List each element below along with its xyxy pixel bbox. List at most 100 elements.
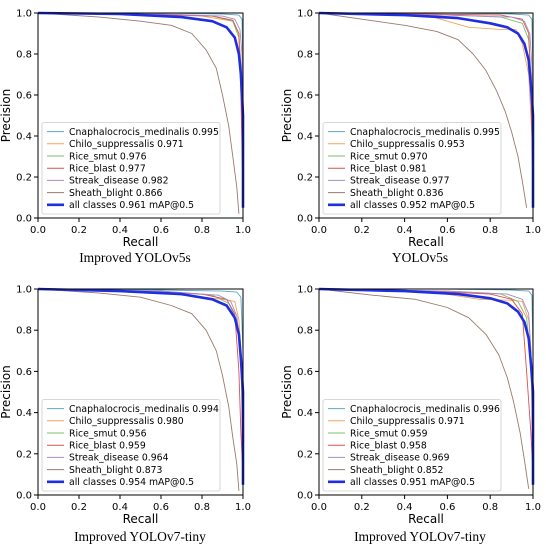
legend-entry: Streak_disease 0.969 [350,453,450,464]
legend-entry: Chilo_suppressalis 0.971 [69,139,184,150]
y-tick-label: 0.2 [16,449,32,460]
legend-box [41,399,221,492]
legend-entry: Rice_smut 0.956 [69,428,147,439]
x-tick-label: 0.2 [354,225,370,236]
legend-entry: Rice_blast 0.977 [69,164,146,175]
y-tick-label: 1.0 [16,9,32,20]
x-tick-label: 0.4 [397,502,413,513]
x-tick-label: 0.6 [153,225,169,236]
x-tick-label: 0.2 [354,502,370,513]
x-axis-label: Recall [123,235,159,249]
legend-box [322,399,502,492]
y-tick-label: 0.2 [16,173,32,184]
y-tick-label: 0.4 [297,132,313,143]
y-axis-label: Precision [0,365,13,419]
y-tick-label: 0.8 [297,50,313,61]
legend-entry: Rice_smut 0.970 [350,151,428,162]
x-tick-label: 0.0 [30,502,46,513]
panel-caption: Improved YOLOv5s [79,250,191,265]
y-tick-label: 0.8 [16,50,32,61]
y-axis-label: Precision [280,89,294,143]
panel-caption: Improved YOLOv7-tiny [74,529,206,544]
x-tick-label: 0.2 [71,225,87,236]
legend-entry: Cnaphalocrocis_medinalis 0.994 [69,404,219,415]
plot-frame [37,288,244,496]
series-line-all-classes [37,287,245,485]
legend-box [41,122,221,215]
x-tick-label: 1.0 [235,502,251,513]
legend-entry: Rice_blast 0.958 [350,441,427,452]
x-tick-label: 0.6 [153,502,169,513]
series-line-5 [37,12,244,178]
legend-box [322,122,502,215]
legend-entry: Streak_disease 0.964 [69,453,169,464]
series-line-6 [37,12,240,214]
y-tick-label: 0.6 [16,367,32,378]
legend-entry: all classes 0.961 mAP@0.5 [69,200,194,211]
y-tick-label: 0.8 [16,326,32,337]
y-tick-label: 0.4 [297,408,313,419]
x-tick-label: 0.4 [112,502,128,513]
x-tick-label: 1.0 [235,225,251,236]
y-tick-label: 0.4 [16,408,32,419]
y-tick-label: 0.6 [297,367,313,378]
chart-panel-3: 0.0 0.2 0.4 0.6 0.8 1.0 0.0 0.2 0.4 0.6 0.8 1.0 Reca… [0,285,251,545]
y-tick-label: 0.0 [16,491,32,502]
legend-entry: all classes 0.951 mAP@0.5 [350,477,475,488]
x-tick-label: 0.6 [439,502,455,513]
y-axis-label: Precision [280,365,294,419]
y-tick-label: 0.6 [297,91,313,102]
legend-entry: Cnaphalocrocis_medinalis 0.995 [350,127,500,138]
x-tick-label: 1.0 [525,225,541,236]
legend-entry: Streak_disease 0.982 [69,176,169,187]
panel-caption: Improved YOLOv7-tiny [354,529,486,544]
x-tick-label: 0.0 [30,225,46,236]
series-line-6 [318,288,530,489]
series-line-5 [318,12,534,178]
y-tick-label: 0.0 [16,214,32,225]
x-tick-label: 1.0 [525,502,541,513]
legend-entry: Chilo_suppressalis 0.980 [69,416,184,427]
chart-panel-4: 0.0 0.2 0.4 0.6 0.8 1.0 0.0 0.2 0.4 0.6 0.8 1.0 Reca… [280,285,541,545]
legend-entry: Chilo_suppressalis 0.953 [350,139,465,150]
x-axis-label: Recall [123,512,159,526]
x-tick-label: 0.4 [112,225,128,236]
x-tick-label: 0.6 [439,225,455,236]
y-tick-label: 0.2 [297,449,313,460]
y-tick-label: 1.0 [16,285,32,296]
x-tick-label: 0.2 [71,502,87,513]
y-tick-label: 0.6 [16,91,32,102]
legend-entry: Sheath_blight 0.852 [350,465,443,476]
series-line-6 [318,12,528,208]
series-line-all-classes [37,11,245,208]
legend-entry: Cnaphalocrocis_medinalis 0.995 [69,127,219,138]
x-tick-label: 0.8 [482,502,498,513]
chart-panel-2: 0.0 0.2 0.4 0.6 0.8 1.0 0.0 0.2 0.4 0.6 0.8 1.0 Reca… [280,9,541,266]
plot-frame [318,288,534,496]
x-tick-label: 0.0 [311,502,327,513]
x-tick-label: 0.8 [482,225,498,236]
legend-entry: all classes 0.952 mAP@0.5 [350,200,475,211]
x-tick-label: 0.8 [194,502,210,513]
y-tick-label: 0.0 [297,214,313,225]
legend-entry: Sheath_blight 0.866 [69,188,163,199]
legend-entry: Rice_smut 0.959 [350,428,428,439]
y-axis-label: Precision [0,89,13,143]
legend-entry: Rice_smut 0.976 [69,151,147,162]
y-tick-label: 1.0 [297,285,313,296]
y-tick-label: 0.2 [297,173,313,184]
y-tick-label: 0.8 [297,326,313,337]
legend-entry: Cnaphalocrocis_medinalis 0.996 [350,404,500,415]
y-tick-label: 1.0 [297,9,313,20]
chart-panel-1: 0.0 0.2 0.4 0.6 0.8 1.0 0.0 0.2 0.4 0.6 0.8 1.0 Reca… [0,9,251,266]
legend-entry: Sheath_blight 0.873 [69,465,163,476]
y-tick-label: 0.0 [297,491,313,502]
legend-entry: Rice_blast 0.959 [69,441,146,452]
plot-frame [318,12,534,219]
legend-entry: Chilo_suppressalis 0.971 [350,416,465,427]
legend-entry: Rice_blast 0.981 [350,164,427,175]
x-tick-label: 0.0 [311,225,327,236]
y-tick-label: 0.4 [16,132,32,143]
series-line-all-classes [318,11,535,208]
